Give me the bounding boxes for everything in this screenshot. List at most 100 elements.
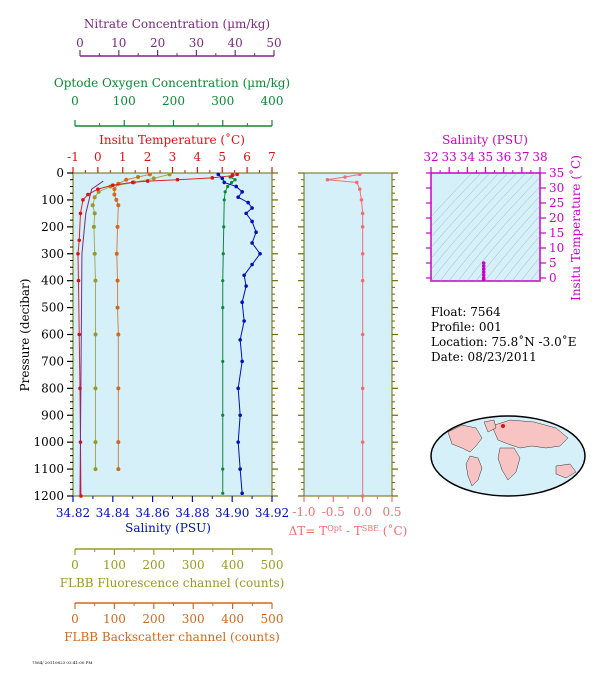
isopycnal-line	[431, 173, 527, 281]
data-point	[116, 332, 121, 337]
isopycnal-line	[431, 173, 518, 270]
map-land-africa	[497, 447, 521, 481]
tick-label: 10	[111, 36, 126, 50]
data-point	[116, 203, 121, 208]
data-point	[244, 211, 248, 216]
data-point	[221, 279, 225, 283]
tick-label: 100	[113, 94, 136, 108]
tick-label: 37	[514, 150, 529, 164]
isopycnal-line	[484, 215, 540, 281]
profile-line	[113, 173, 150, 470]
data-point	[230, 180, 234, 185]
nitrate-profile-line	[79, 180, 104, 497]
world-map	[430, 415, 586, 497]
ts-y-tick-label: 5	[549, 256, 557, 270]
tick-label: 1	[119, 150, 127, 164]
data-point	[236, 440, 240, 444]
tick-label: 32	[423, 150, 438, 164]
data-point	[240, 359, 244, 364]
data-point	[116, 467, 121, 472]
ts-y-tick-label: 0	[549, 271, 557, 285]
data-point	[357, 187, 362, 191]
data-point	[93, 278, 98, 283]
ts-diagram: Salinity (PSU) 32 33 34 35 36 37 38 0510152025…	[423, 133, 583, 301]
tick-label: 0.0	[353, 505, 372, 519]
tick-label: 500	[261, 558, 284, 572]
delta-title-sup-sbe: SBE	[362, 524, 379, 533]
tick-label: 2	[144, 150, 152, 164]
tick-label: 34.90	[215, 506, 249, 520]
map-float-location-marker	[501, 424, 505, 428]
data-point	[151, 176, 156, 181]
tick-label: 4	[194, 150, 202, 164]
ts-y-tick-label: 10	[549, 241, 564, 255]
data-point	[246, 200, 250, 205]
tick-label: 50	[266, 36, 281, 50]
tick-label: 34.88	[175, 506, 209, 520]
data-point	[221, 467, 225, 471]
tick-label: 6	[243, 150, 251, 164]
data-point	[175, 177, 180, 182]
data-point	[223, 190, 227, 194]
pressure-tick-label: 0	[56, 166, 64, 180]
data-point	[92, 211, 97, 216]
ts-isopycnal-lines	[431, 173, 540, 281]
delta-title-part-3: (˚C)	[379, 523, 407, 538]
isopycnal-line	[431, 173, 482, 228]
data-point	[221, 413, 225, 417]
ts-y-tick-label: 30	[549, 181, 564, 195]
delta-t-panel: -1.0 -0.5 0.0 0.5 ΔT= TOpt - TSBE (˚C)	[289, 172, 407, 538]
isopycnal-line	[520, 256, 540, 281]
delta-title-part-2: - T	[342, 524, 362, 538]
data-point	[357, 172, 362, 177]
isopycnal-line	[466, 195, 540, 281]
data-point	[250, 206, 254, 210]
data-point	[221, 359, 225, 364]
data-point	[238, 467, 242, 471]
backscatter-axis-title: FLBB Backscatter channel (counts)	[64, 630, 280, 644]
data-point	[250, 219, 254, 224]
isopycnal-line	[502, 235, 540, 281]
backscatter-axis: 0 100 200 300 400 500 FLBB Backscatter channe…	[64, 602, 283, 644]
data-point	[114, 251, 119, 256]
ts-point	[481, 264, 486, 268]
pressure-tick-label: 500	[41, 301, 64, 315]
tick-label: 500	[261, 612, 284, 626]
tick-label: 400	[261, 94, 284, 108]
main-profile-panel: Insitu Temperature (˚C) -1 0 1 2 3 4 5 6 7 01002…	[18, 132, 398, 535]
data-point	[96, 187, 100, 191]
isopycnal-line	[431, 173, 473, 218]
nitrate-tick-labels: 0 10 20 30 40 50	[76, 36, 282, 56]
map-land-north-america	[447, 424, 483, 453]
backscatter-tick-labels: 0 100 200 300 400 500	[71, 603, 283, 626]
data-point	[76, 278, 81, 283]
data-point	[360, 332, 365, 337]
ts-panel-background	[430, 172, 541, 282]
data-point	[235, 172, 239, 177]
map-land-eurasia	[491, 419, 569, 449]
isopycnal-line	[457, 186, 540, 281]
data-point	[242, 319, 246, 323]
nitrate-axis: Nitrate Concentration (µm/kg) 0 10 20 30 40 5…	[76, 17, 282, 57]
delta-title-part-1: ΔT= T	[289, 524, 328, 538]
tick-label: 300	[211, 94, 234, 108]
tick-label: 20	[150, 36, 165, 50]
data-point	[216, 172, 221, 177]
tick-label: 100	[103, 612, 126, 626]
data-point	[226, 184, 230, 189]
delta-panel-background	[303, 172, 393, 497]
fluorescence-axis-title: FLBB Fluorescence channel (counts)	[60, 576, 285, 590]
data-point	[242, 273, 246, 278]
data-point	[124, 177, 129, 182]
data-point	[93, 386, 98, 391]
float-info: Float: 7564 Profile: 001 Location: 75.8˚…	[431, 305, 576, 364]
pressure-tick-label: 300	[41, 247, 64, 261]
tick-label: 100	[103, 558, 126, 572]
tick-label: 0	[71, 94, 79, 108]
data-point	[78, 211, 83, 216]
tick-label: 300	[182, 612, 205, 626]
isopycnal-line	[511, 246, 540, 281]
pressure-tick-label: 900	[41, 408, 64, 422]
profile-number: Profile: 001	[431, 320, 502, 334]
